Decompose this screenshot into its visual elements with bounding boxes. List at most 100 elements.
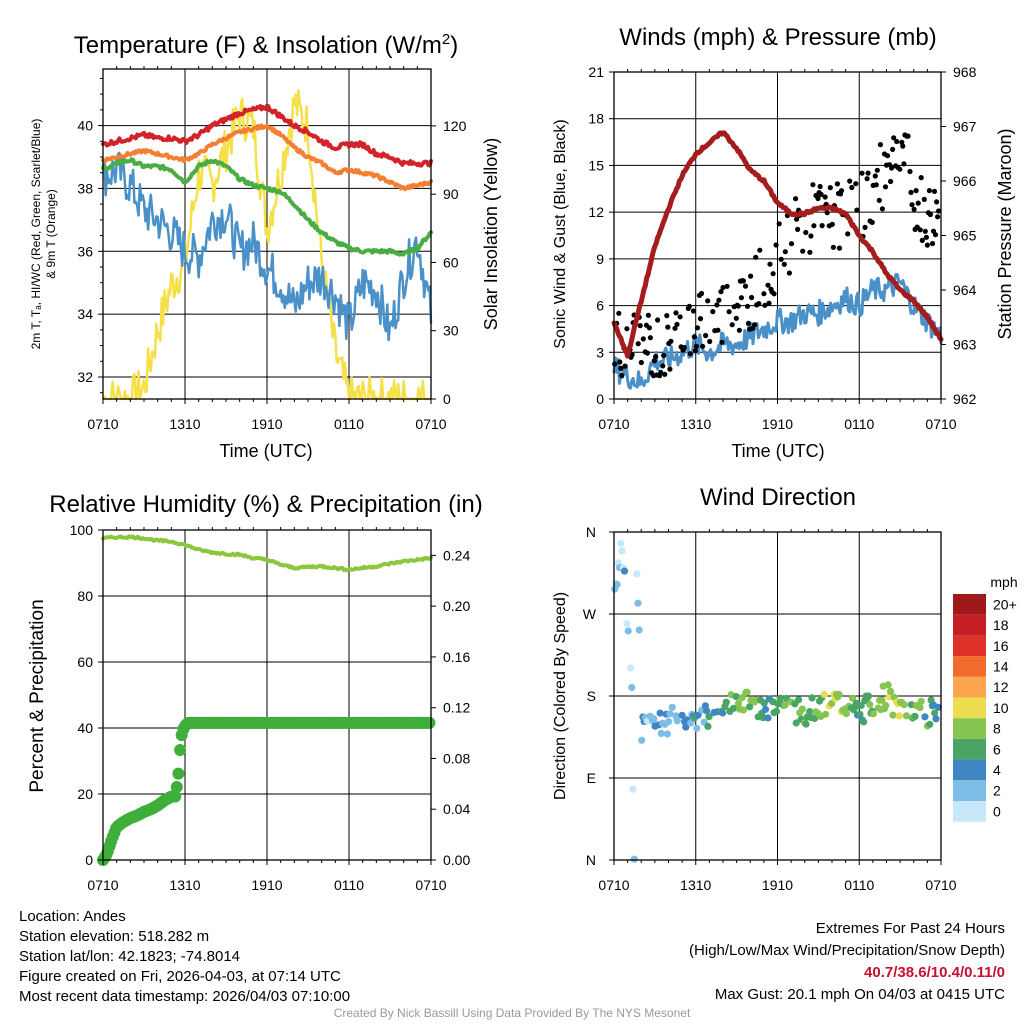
x-tick-label: 0110 xyxy=(334,416,364,432)
gust-point xyxy=(651,358,658,364)
direction-point xyxy=(668,703,676,711)
gust-point xyxy=(726,309,732,315)
direction-point xyxy=(666,710,674,718)
gust-point xyxy=(773,242,779,248)
direction-point xyxy=(849,694,857,702)
gust-point xyxy=(778,256,784,262)
gust-point xyxy=(640,336,646,342)
station-latlon: Station lat/lon: 42.1823; -74.8014 xyxy=(19,948,241,965)
gust-point xyxy=(915,200,921,206)
gust-point xyxy=(829,221,835,227)
direction-point xyxy=(656,709,664,717)
direction-point xyxy=(722,698,730,706)
direction-point xyxy=(738,694,746,702)
x-tick-label: 0110 xyxy=(844,416,874,432)
direction-point xyxy=(618,547,626,555)
gust-point xyxy=(660,363,666,369)
temperature-ylabel-line2: & 9m T (Orange) xyxy=(44,189,58,279)
gust-point xyxy=(635,341,641,347)
insolation-y-tick-label: 0 xyxy=(443,391,451,407)
x-tick-label: 0110 xyxy=(844,877,874,893)
gust-point xyxy=(889,165,895,171)
colorbar-label: 8 xyxy=(993,721,1001,737)
gust-point xyxy=(762,302,768,308)
gust-point xyxy=(836,245,843,251)
direction-point xyxy=(734,699,743,708)
wind-y-tick-label: 6 xyxy=(596,298,604,314)
insolation-y-tick-label: 30 xyxy=(443,323,459,339)
direction-point xyxy=(860,718,868,726)
direction-point xyxy=(857,701,865,710)
colorbar-label: 0 xyxy=(993,803,1001,819)
direction-point xyxy=(650,715,658,723)
temp-y-tick-label: 36 xyxy=(77,243,93,259)
gust-point xyxy=(862,224,868,230)
x-tick-label: 1910 xyxy=(251,416,282,432)
direction-point xyxy=(911,712,919,721)
gust-point xyxy=(935,214,941,220)
colorbar-label: 10 xyxy=(993,700,1009,716)
gust-point xyxy=(716,297,722,303)
gust-point xyxy=(786,270,793,276)
gust-point xyxy=(788,241,795,247)
gust-point xyxy=(876,197,882,203)
gust-point xyxy=(859,170,865,176)
pressure-y-tick-label: 966 xyxy=(953,173,977,189)
direction-point xyxy=(743,688,751,696)
gust-point xyxy=(808,233,814,239)
gust-point xyxy=(900,143,906,149)
pressure-series xyxy=(611,130,944,359)
precip-point xyxy=(170,781,183,793)
temperature-xlabel: Time (UTC) xyxy=(219,441,312,461)
gust-point xyxy=(700,343,706,349)
gust-point xyxy=(761,291,767,297)
gust-point xyxy=(918,175,924,181)
gust-point xyxy=(803,229,809,236)
gust-point xyxy=(637,323,643,329)
gust-point xyxy=(865,170,871,176)
gust-point xyxy=(819,223,825,229)
gust-point xyxy=(720,284,726,291)
gust-point xyxy=(694,325,701,331)
colorbar-swatch xyxy=(953,614,986,636)
direction-point xyxy=(931,709,939,717)
direction-point xyxy=(917,697,925,705)
gust-point xyxy=(771,291,777,297)
colorbar-label: 6 xyxy=(993,741,1001,757)
gust-point xyxy=(745,320,752,326)
pressure-y-tick-label: 963 xyxy=(953,337,977,353)
gust-point xyxy=(807,249,813,255)
gust-point xyxy=(653,354,659,360)
gust-point xyxy=(622,363,628,369)
extremes-legend: (High/Low/Max Wind/Precipitation/Snow De… xyxy=(689,942,1005,959)
direction-point xyxy=(623,620,631,628)
direction-tick-label: N xyxy=(586,852,596,868)
gust-point xyxy=(845,231,851,237)
gust-point xyxy=(934,199,940,205)
extremes-info: Extremes For Past 24 Hours (High/Low/Max… xyxy=(689,918,1005,1006)
gust-point xyxy=(662,371,668,377)
gust-point xyxy=(913,188,919,194)
gust-point xyxy=(729,322,735,328)
gust-point xyxy=(655,317,661,323)
gust-point xyxy=(922,228,928,234)
gust-point xyxy=(767,261,773,267)
direction-point xyxy=(634,599,642,607)
winds-ylabel-right: Station Pressure (Maroon) xyxy=(995,128,1015,339)
direction-point xyxy=(884,681,892,689)
direction-panel-title: Wind Direction xyxy=(700,484,856,511)
gust-point xyxy=(811,223,817,229)
direction-point xyxy=(921,713,929,721)
colorbar-label: 12 xyxy=(993,679,1009,695)
gust-point xyxy=(765,282,771,288)
direction-tick-label: S xyxy=(587,688,596,704)
gust-point xyxy=(624,326,630,332)
x-tick-label: 1910 xyxy=(251,877,282,893)
wind-y-tick-label: 0 xyxy=(596,391,604,407)
colorbar-label: 2 xyxy=(993,783,1001,799)
temp-y-tick-label: 32 xyxy=(77,369,93,385)
credit-line: Created By Nick Bassill Using Data Provi… xyxy=(333,1006,691,1020)
gust-point xyxy=(810,182,816,188)
gust-point xyxy=(749,294,755,301)
